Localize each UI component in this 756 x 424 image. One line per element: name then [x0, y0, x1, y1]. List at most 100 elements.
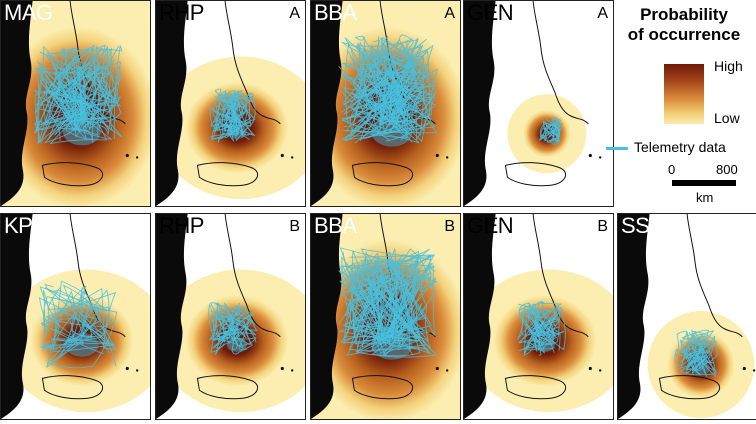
telemetry-track: [527, 305, 561, 340]
island-outline: [196, 375, 259, 400]
panel-species-label: BBA: [314, 0, 357, 25]
telemetry-track: [690, 330, 716, 372]
map-canvas: [464, 1, 602, 206]
telemetry-track: [45, 287, 109, 369]
map-panel-rhp-a: RHP A: [155, 0, 306, 207]
telemetry-core: [691, 361, 711, 376]
small-island: [280, 153, 284, 158]
telemetry-core: [549, 138, 560, 146]
small-island: [445, 369, 449, 372]
telemetry-track: [348, 260, 420, 342]
small-island: [598, 156, 602, 159]
continent-land: [311, 214, 343, 419]
telemetry-track: [542, 119, 561, 142]
map-panel-gen-a: GEN A: [463, 0, 614, 207]
panel-species-label: GEN: [467, 0, 514, 25]
map-panel-mag: MAG: [0, 0, 151, 207]
telemetry-track: [38, 65, 117, 145]
small-island: [445, 156, 449, 159]
coastline: [686, 214, 743, 338]
small-island: [588, 153, 592, 158]
telemetry-track: [217, 89, 253, 127]
ramp-high-label: High: [714, 58, 743, 74]
telemetry-core: [62, 118, 101, 146]
telemetry-track: [212, 90, 248, 136]
coastline: [224, 1, 281, 125]
telemetry-track: [211, 302, 243, 345]
probability-surface: [493, 295, 597, 387]
telemetry-track: [353, 258, 411, 345]
panel-variant-label: B: [289, 218, 300, 235]
telemetry-track: [543, 121, 560, 142]
telemetry-track: [354, 253, 436, 343]
telemetry-track: [44, 45, 109, 136]
island-outline: [351, 162, 414, 187]
telemetry-track: [342, 66, 419, 141]
telemetry-core: [534, 337, 555, 352]
telemetry-track: [338, 264, 419, 341]
telemetry-track: [221, 97, 251, 130]
legend-title: Probability of occurrence: [612, 5, 756, 45]
telemetry-track: [342, 62, 411, 120]
scale-unit-label: km: [696, 190, 714, 205]
map-canvas: [1, 214, 150, 419]
continent-land: [464, 214, 496, 419]
telemetry-track: [223, 98, 252, 136]
map-canvas: [618, 214, 756, 419]
telemetry-track: [213, 307, 236, 339]
telemetry-track: [38, 297, 115, 349]
map-panel-kp: KP: [0, 213, 151, 420]
telemetry-track: [35, 45, 123, 138]
small-island: [125, 153, 129, 158]
telemetry-track: [344, 41, 408, 130]
telemetry-track: [53, 285, 107, 339]
telemetry-track: [338, 262, 411, 342]
telemetry-core: [226, 124, 247, 139]
coastline: [532, 1, 589, 125]
island-outline: [658, 375, 721, 400]
telemetry-track: [685, 349, 710, 375]
map-panel-ssw: SSW: [617, 213, 756, 420]
scale-bar: [672, 180, 736, 186]
telemetry-core: [371, 116, 413, 147]
telemetry-track: [342, 37, 417, 123]
panel-variant-label: A: [444, 5, 455, 22]
telemetry-track: [231, 305, 256, 345]
map-canvas: [464, 214, 613, 419]
map-canvas: [156, 214, 305, 419]
island-outline: [41, 375, 104, 400]
telemetry-track: [518, 302, 542, 356]
continent-land: [1, 1, 33, 206]
legend: Probability of occurrence High Low Telem…: [606, 0, 756, 210]
telemetry-track: [374, 40, 436, 134]
telemetry-track: [42, 289, 101, 352]
telemetry-track: [350, 43, 408, 125]
coastline: [224, 214, 281, 338]
telemetry-track: [33, 66, 121, 140]
small-island: [290, 156, 294, 159]
telemetry-track: [208, 303, 254, 342]
telemetry-track: [343, 256, 438, 342]
panel-species-label: RHP: [159, 213, 204, 238]
small-island: [598, 369, 602, 372]
island-outline: [196, 162, 259, 187]
map-canvas: [311, 214, 460, 419]
telemetry-track: [224, 312, 257, 345]
panel-variant-label: B: [597, 218, 608, 235]
telemetry-track: [683, 329, 718, 364]
small-island: [435, 153, 439, 158]
small-island: [435, 366, 439, 371]
panel-variant-label: A: [597, 5, 608, 22]
telemetry-track: [352, 35, 410, 120]
small-island: [280, 366, 284, 371]
telemetry-track: [532, 319, 560, 353]
telemetry-track: [675, 330, 710, 365]
map-panel-rhp-b: RHP B: [155, 213, 306, 420]
telemetry-track: [36, 60, 121, 135]
continent-land: [311, 1, 343, 206]
telemetry-track: [353, 35, 423, 128]
telemetry-track: [523, 310, 561, 356]
legend-title-line1: Probability: [640, 5, 728, 24]
legend-title-line2: of occurrence: [627, 25, 741, 44]
probability-color-ramp: [664, 64, 704, 124]
